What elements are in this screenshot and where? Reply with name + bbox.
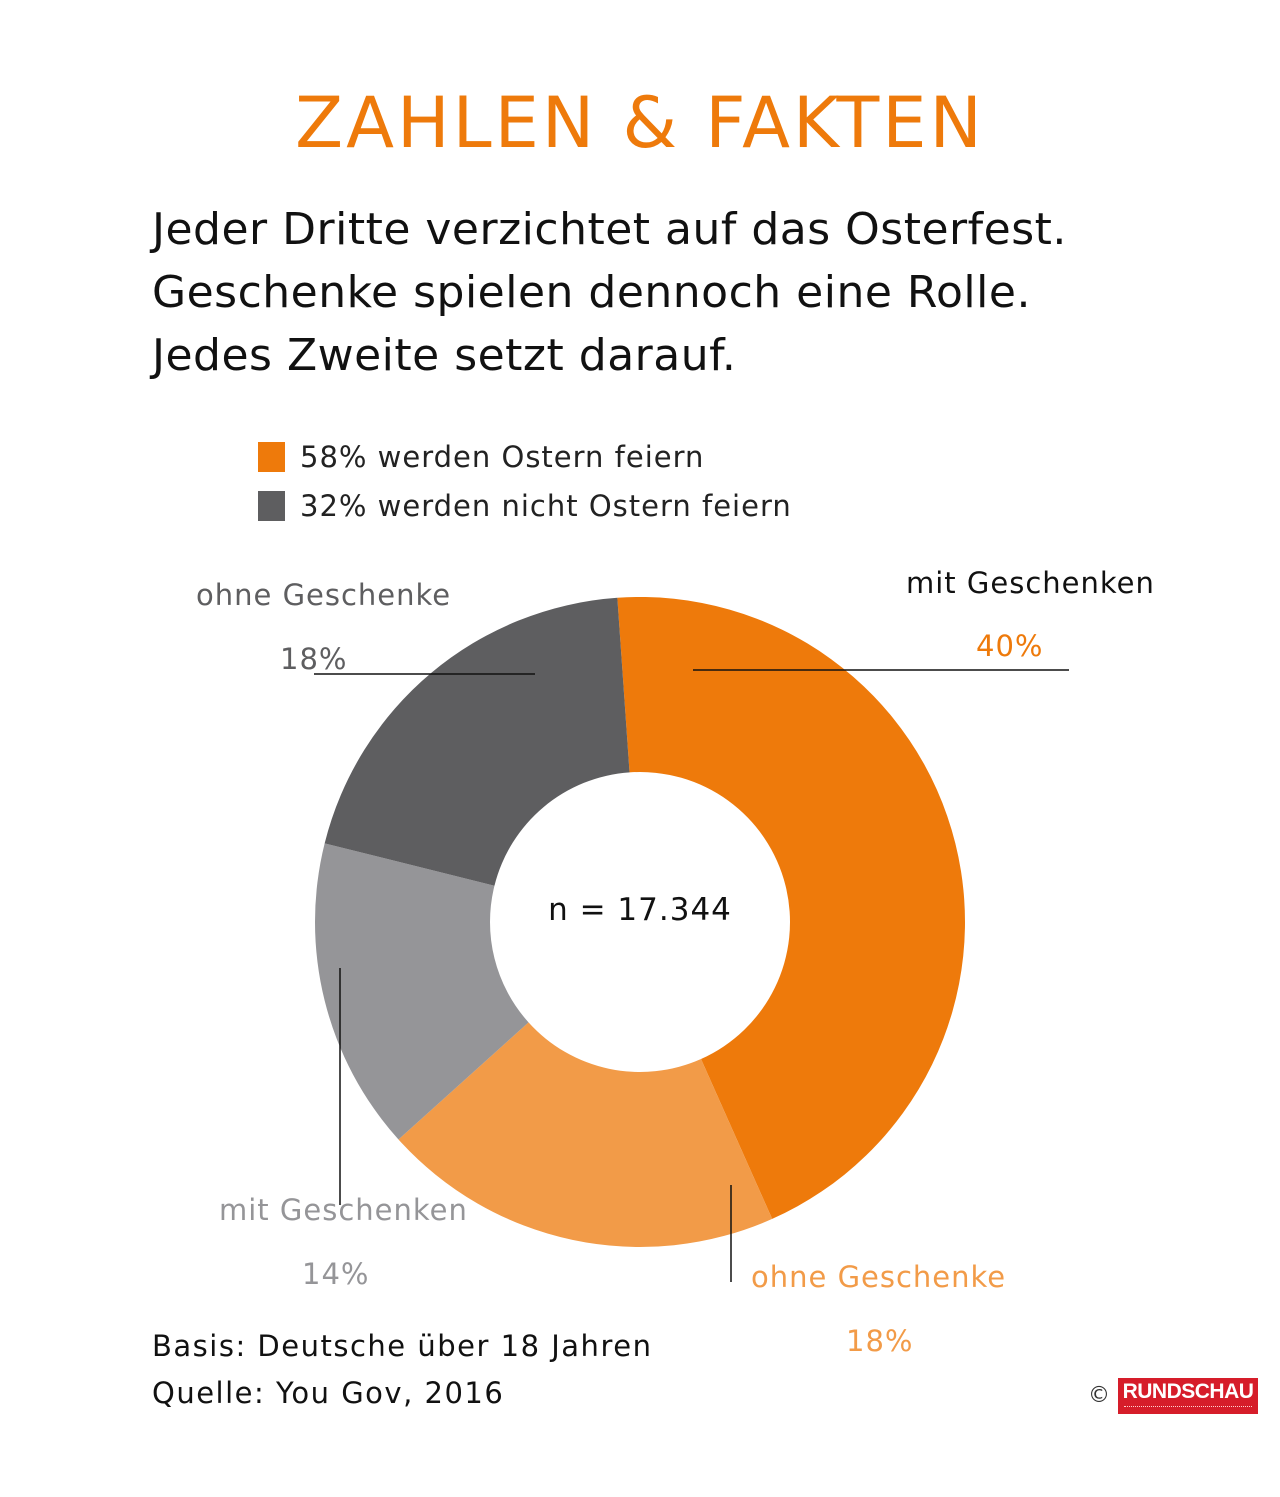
logo-text: RUNDSCHAU bbox=[1122, 1380, 1254, 1403]
slice-value-40: 40% bbox=[976, 629, 1044, 663]
copyright-symbol: © bbox=[1088, 1383, 1110, 1408]
footer-basis: Basis: Deutsche über 18 Jahren bbox=[152, 1329, 653, 1363]
slice-label-ohne-geschenke-light: ohne Geschenke bbox=[751, 1260, 1007, 1294]
subtitle: Jeder Dritte verzichtet auf das Osterfes… bbox=[152, 198, 1067, 387]
legend-label: 32% werden nicht Ostern feiern bbox=[300, 488, 792, 523]
slice-mit-geschenken-40 bbox=[617, 597, 965, 1219]
chart-title: ZAHLEN & FAKTEN bbox=[295, 82, 985, 164]
legend-item-feiern: 58% werden Ostern feiern bbox=[258, 432, 792, 481]
slice-ohne-geschenke-18-light bbox=[398, 1022, 773, 1247]
slice-label-ohne-geschenke-dark: ohne Geschenke bbox=[196, 578, 452, 612]
slice-label-mit-geschenken-14: mit Geschenken bbox=[219, 1193, 468, 1227]
slice-mit-geschenken-14 bbox=[315, 843, 529, 1140]
legend-swatch bbox=[258, 441, 285, 472]
footer-quelle: Quelle: You Gov, 2016 bbox=[152, 1376, 505, 1410]
subtitle-line: Jedes Zweite setzt darauf. bbox=[152, 330, 737, 381]
subtitle-line: Jeder Dritte verzichtet auf das Osterfes… bbox=[152, 204, 1067, 255]
sample-size-label: n = 17.344 bbox=[548, 892, 732, 928]
rundschau-logo: RUNDSCHAU bbox=[1118, 1378, 1258, 1414]
slice-value-18-light: 18% bbox=[846, 1324, 914, 1358]
slice-value-18-dark: 18% bbox=[280, 642, 348, 676]
legend-item-nicht-feiern: 32% werden nicht Ostern feiern bbox=[258, 481, 792, 530]
legend-swatch bbox=[258, 490, 285, 521]
slice-label-mit-geschenken-40: mit Geschenken bbox=[906, 566, 1155, 600]
slice-ohne-geschenke-18-dark bbox=[324, 597, 630, 886]
legend-label: 58% werden Ostern feiern bbox=[300, 439, 705, 474]
subtitle-line: Geschenke spielen dennoch eine Rolle. bbox=[152, 267, 1031, 318]
slice-value-14: 14% bbox=[302, 1257, 370, 1291]
legend: 58% werden Ostern feiern 32% werden nich… bbox=[258, 432, 792, 530]
